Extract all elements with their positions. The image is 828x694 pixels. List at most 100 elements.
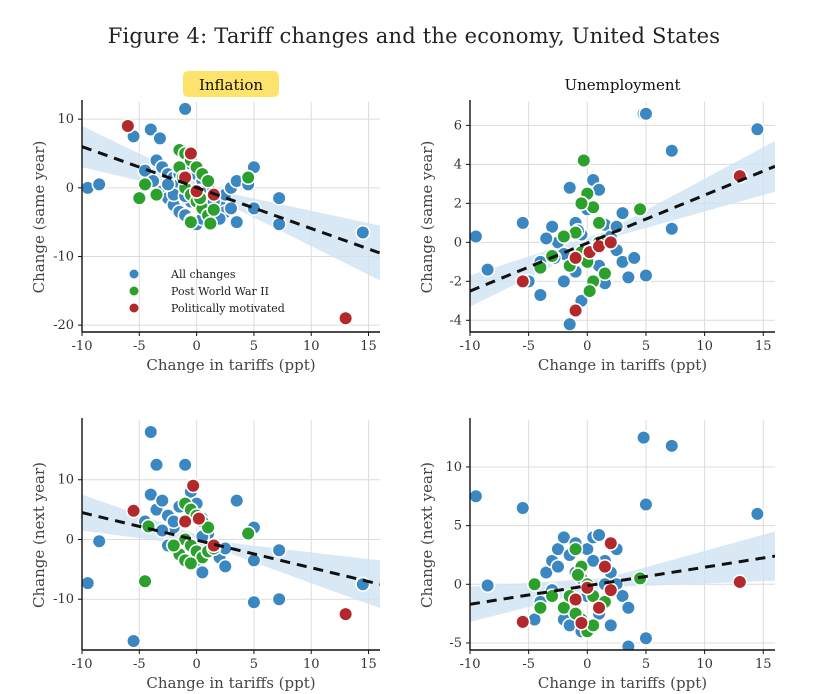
x-tick-label: 0 [583,339,591,354]
point-postwar [148,187,165,203]
point-all [271,190,287,206]
fit-line [470,554,775,606]
fit-line [470,164,775,293]
x-tick-label: 10 [696,657,713,672]
y-axis-label: Change (same year) [30,141,48,294]
point-postwar [567,541,584,557]
point-all [229,214,245,230]
point-political [177,513,193,530]
point-all [470,228,484,245]
y-tick-label: 0 [454,577,462,592]
point-political [191,510,207,527]
point-all [638,267,654,284]
point-postwar [137,176,153,192]
point-all [614,588,631,604]
point-postwar [573,195,590,211]
point-all [638,496,654,513]
plot-area [82,102,380,326]
x-tick-label: -5 [133,657,146,672]
y-axis-label: Change (same year) [418,141,436,294]
y-tick-label: -10 [53,249,74,264]
y-tick-label: 4 [454,157,462,172]
x-tick-label: 0 [192,339,200,354]
point-all [271,591,287,607]
point-postwar [240,525,256,542]
y-tick-label: -10 [53,592,74,607]
x-tick-label: 10 [303,657,320,672]
point-all [664,438,680,454]
point-all [271,542,287,558]
plot-area [470,106,775,332]
point-political [183,145,199,162]
point-all [749,121,766,137]
point-postwar [200,173,216,189]
point-all [223,200,239,217]
point-all [515,500,531,516]
point-all [620,638,636,650]
x-tick-label: -10 [460,657,481,672]
plot-area [470,430,775,650]
panel-inflation-next-year: -10 -5 0 5 10 15 -10 0 10 Change in tariffs (ppt)… [30,418,380,692]
point-all [603,617,619,633]
point-political [732,574,748,590]
point-all [177,457,193,473]
legend-marker [129,269,139,279]
x-axis-label: Change in tariffs (ppt) [538,356,707,374]
point-postwar [544,588,560,604]
point-all [538,230,554,247]
point-all [217,558,233,574]
plot-area [82,424,380,649]
point-postwar [137,573,153,589]
point-postwar [570,567,586,583]
point-political [515,614,531,630]
point-all [143,121,159,138]
point-all [160,176,176,192]
point-all [638,106,654,122]
point-all [479,262,496,278]
legend-label: Post World War II [171,285,269,298]
panel-title: Unemployment [564,76,680,94]
point-all [550,541,566,557]
point-postwar [591,215,607,231]
y-tick-label: 2 [454,196,462,211]
point-all [591,527,607,543]
x-tick-label: 15 [360,339,377,354]
point-all [614,205,631,221]
y-tick-label: -4 [449,313,462,328]
point-political [515,273,531,289]
y-axis-label: Change (next year) [418,462,436,608]
x-tick-label: -5 [522,657,535,672]
point-postwar [240,169,256,186]
x-tick-label: 15 [755,339,772,354]
x-tick-label: 5 [642,339,650,354]
x-tick-label: -5 [133,339,146,354]
x-tick-label: 5 [250,657,258,672]
point-political [567,302,584,319]
panel-unemployment-next-year: -10 -5 0 5 10 15 -5 0 5 10 Change in tariffs (ppt)… [418,418,775,692]
y-tick-label: 5 [454,519,462,534]
point-political [338,310,354,326]
point-postwar [597,265,613,282]
x-tick-label: 10 [696,339,713,354]
y-tick-label: 0 [66,532,74,547]
point-all [620,269,636,286]
x-tick-label: 5 [642,657,650,672]
point-all [91,533,107,549]
point-postwar [556,228,572,245]
x-axis-label: Change in tariffs (ppt) [538,674,707,692]
point-all [479,577,496,594]
point-postwar [576,152,592,169]
y-tick-label: 0 [66,181,74,196]
point-all [246,200,262,217]
point-postwar [131,190,147,206]
x-tick-label: -10 [72,339,93,354]
point-all [152,130,168,146]
point-all [556,273,572,289]
x-tick-label: -10 [460,339,481,354]
y-tick-label: 0 [454,235,462,250]
point-all [271,216,287,232]
point-all [91,176,107,192]
legend-label: All changes [170,268,236,281]
x-tick-label: 0 [192,657,200,672]
